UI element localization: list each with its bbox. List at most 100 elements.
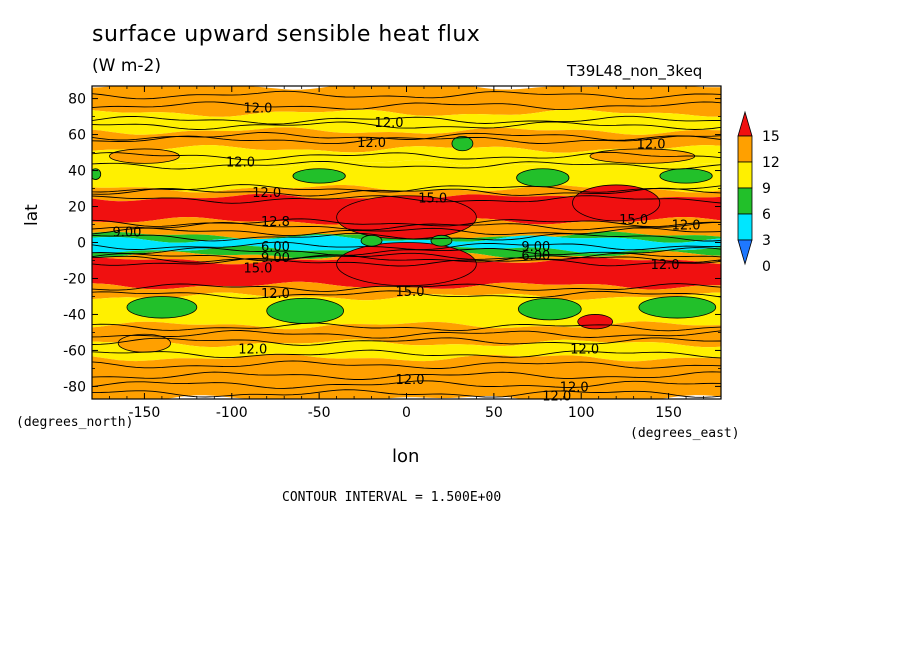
contour-line [92,187,721,197]
heatmap-fills [92,86,721,399]
contour-line [92,247,721,256]
colorbar-segment [737,187,753,215]
contour-line [92,115,721,125]
contour-line [92,132,721,141]
contour-line [92,90,721,100]
x-axis-label: lon [392,446,420,467]
heatmap-patch [292,168,346,184]
colorbar-label: 3 [762,233,771,249]
contour-line [92,283,721,292]
y-tick-label: 0 [77,236,86,252]
heatmap-band [92,321,721,348]
contour-line [92,232,721,242]
heatmap-patch [451,135,474,152]
y-tick-label: 80 [68,92,86,108]
heatmap-patch [516,168,570,188]
heatmap-patch [360,234,383,247]
contour-label: 12.0 [637,138,666,153]
y-tick-label: 60 [68,128,86,144]
y-tick-label: 40 [68,164,86,180]
contour-line [92,151,721,161]
contour-label: 12.0 [396,373,425,388]
contour-label: 12.0 [244,102,273,117]
x-tick-label: 0 [402,405,411,421]
contour-line [92,195,721,204]
contour-line [92,252,721,262]
x-axis-ticks: -150 -100 -50 0 50 100 150 [109,86,704,421]
contour-line [92,330,721,339]
contour-line [92,254,721,264]
contour-line [92,337,721,346]
heatmap-patch [109,148,180,164]
contour-label: 12.0 [238,343,267,358]
contour-line [92,360,721,369]
contour-label: 12.0 [375,116,404,131]
colorbar-label: 6 [762,207,771,223]
heatmap-patch [92,168,102,180]
heatmap-patch [336,195,477,240]
chart-title: surface upward sensible heat flux [92,22,481,47]
colorbar-segment [737,135,753,163]
contour-line [92,160,721,170]
contour-line [92,121,721,130]
x-tick-label: -100 [216,405,248,421]
x-tick-label: 50 [485,405,503,421]
x-units-label: (degrees_east) [630,426,740,441]
y-tick-label: -80 [63,379,86,395]
heatmap-patch [638,296,717,319]
y-units-label: (degrees_north) [16,415,134,430]
contour-label: 6.00 [261,240,290,255]
colorbar-segment [737,213,753,241]
colorbar-bottom-arrow [737,239,753,266]
contour-line [92,241,721,251]
contour-label: 12.0 [672,219,701,234]
contour-line [92,322,721,332]
contour-line [92,371,721,380]
contour-line [92,290,721,299]
contour-label: 12.8 [261,215,290,230]
colorbar-label: 12 [762,155,780,171]
contour-line [92,135,721,145]
heatmap-patch [659,168,713,184]
contour-labels: 12.0 12.0 12.0 12.0 12.0 12.0 15.0 15.0 12.0 12.8… [112,102,700,405]
contour-label: 12.0 [226,156,255,171]
heatmap-patch [266,297,345,324]
colorbar-label: 15 [762,129,780,145]
chart-units: (W m-2) [92,56,161,76]
contour-label: 15.0 [418,192,447,207]
y-tick-label: 20 [68,200,86,216]
contour-label: 12.0 [252,186,281,201]
y-tick-label: -20 [63,271,86,287]
heatmap-patch [430,234,453,247]
contour-line [92,218,721,228]
heatmap-patch [577,314,614,330]
contour-line [92,221,721,231]
colorbar-segment [737,161,753,189]
contour-label: 12.0 [570,343,599,358]
contour-label: 15.0 [396,285,425,300]
contour-label: 12.0 [357,136,386,151]
contour-label: 12.0 [542,389,571,404]
heatmap-patch [517,297,582,321]
x-tick-label: -150 [129,405,161,421]
heatmap-band [92,145,721,168]
contour-label: 9.00 [112,226,141,241]
heatmap-band [92,109,721,135]
x-tick-label: -50 [308,405,331,421]
contour-label: 15.0 [244,262,273,277]
colorbar-label: 9 [762,181,771,197]
colorbar-top-arrow [737,110,753,137]
y-tick-label: -60 [63,343,86,359]
y-axis-ticks: -80 -60 -40 -20 0 20 40 60 80 [63,92,721,395]
contour-line [92,349,721,359]
heatmap-patch [117,333,172,353]
contour-line [92,380,721,389]
contour-label: 12.0 [261,287,290,302]
contour-line [92,227,721,237]
contour-label: 15.0 [619,213,648,228]
colorbar: 15 12 9 6 3 0 [737,110,780,275]
colorbar-label: 0 [762,259,771,275]
y-tick-label: -40 [63,307,86,323]
x-tick-label: 100 [568,405,595,421]
run-id-label: T39L48_non_3keq [567,62,703,80]
